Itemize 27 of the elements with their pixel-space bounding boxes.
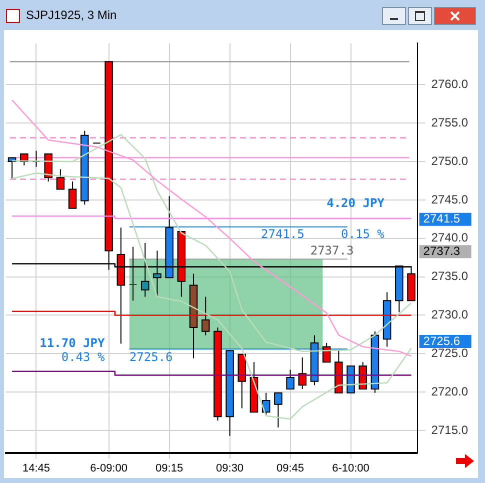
y-tick-label: 2755.0 [431,115,468,130]
x-tick-label: 09:30 [216,462,244,474]
x-tick-label: 6-10:00 [332,462,370,474]
ref-line-label: 2725.6 [129,350,173,364]
text: 2725.6 [423,334,460,348]
x-tick-label: 14:45 [22,462,50,474]
y-tick-label: 2725.0 [431,346,468,360]
annotation: 4.20 JPY [326,196,386,210]
y-tick-label: 2735.0 [431,269,468,284]
text: 2737.3 [423,244,460,258]
y-tick-label: 2720.0 [431,384,468,398]
y-tick-label: 2740.0 [431,230,468,245]
y-tick-label: 2745.0 [431,192,468,206]
y-tick-label: 2730.0 [431,308,468,322]
x-tick-label: 09:45 [276,462,304,474]
annotation: 0.43 % [61,350,106,364]
chart-title: SJPJ1925, 3 Min [26,8,117,22]
y-tick-label: 2715.0 [431,422,468,437]
y-tick-label: 2750.0 [431,154,468,168]
x-tick-label: 09:15 [156,462,184,474]
text: 2741.5 [423,212,460,226]
x-tick-label: 6-09:00 [90,462,128,474]
annotation: 11.70 JPY [40,336,106,350]
ref-line-label: 2741.5 [261,226,304,241]
y-tick-label: 2760.0 [431,77,468,92]
ref-line-label: 2737.3 [310,243,354,258]
annotation: 0.15 % [341,226,386,241]
